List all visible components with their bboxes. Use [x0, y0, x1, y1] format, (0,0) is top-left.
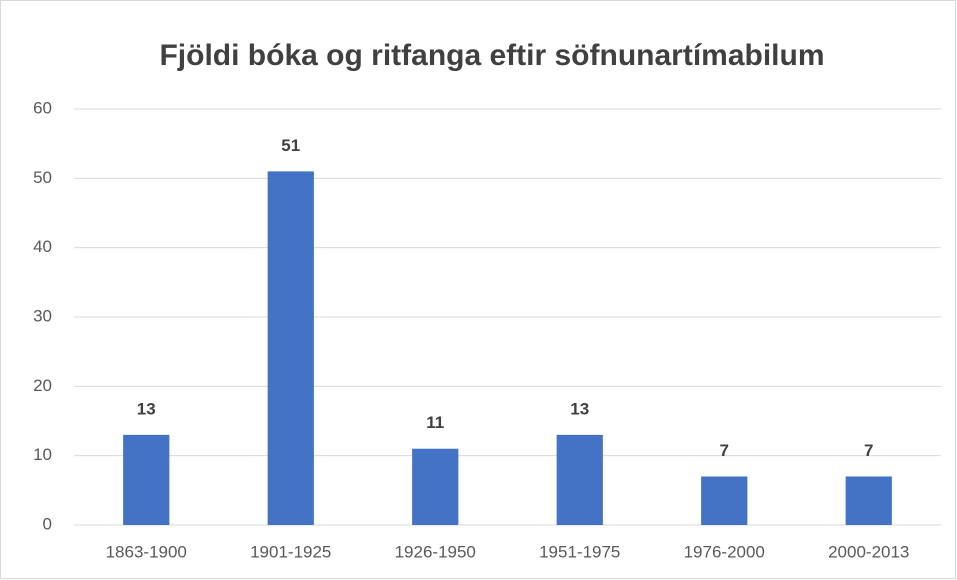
x-tick-label: 1926-1950	[395, 542, 476, 561]
bar	[267, 171, 314, 525]
y-tick-label: 30	[33, 306, 52, 325]
y-tick-label: 20	[33, 376, 52, 395]
data-label: 13	[570, 399, 589, 418]
x-tick-label: 2000-2013	[828, 542, 909, 561]
chart-title: Fjöldi bóka og ritfanga eftir söfnunartí…	[159, 39, 824, 72]
x-tick-label: 1863-1900	[106, 542, 187, 561]
data-label: 13	[137, 399, 156, 418]
data-label: 11	[426, 413, 444, 432]
bar	[845, 476, 892, 525]
y-tick-label: 40	[33, 237, 52, 256]
x-tick-label: 1976-2000	[684, 542, 765, 561]
x-tick-label: 1951-1975	[539, 542, 620, 561]
bar	[556, 434, 603, 525]
y-tick-label: 0	[43, 514, 52, 533]
bar	[123, 434, 170, 525]
data-label: 51	[281, 136, 300, 155]
y-tick-label: 10	[33, 445, 52, 464]
x-tick-label: 1901-1925	[250, 542, 331, 561]
y-tick-label: 50	[33, 168, 52, 187]
bar	[701, 476, 748, 525]
data-label: 7	[720, 441, 729, 460]
data-label: 7	[864, 441, 873, 460]
y-tick-label: 60	[33, 98, 52, 117]
bar	[412, 448, 459, 525]
